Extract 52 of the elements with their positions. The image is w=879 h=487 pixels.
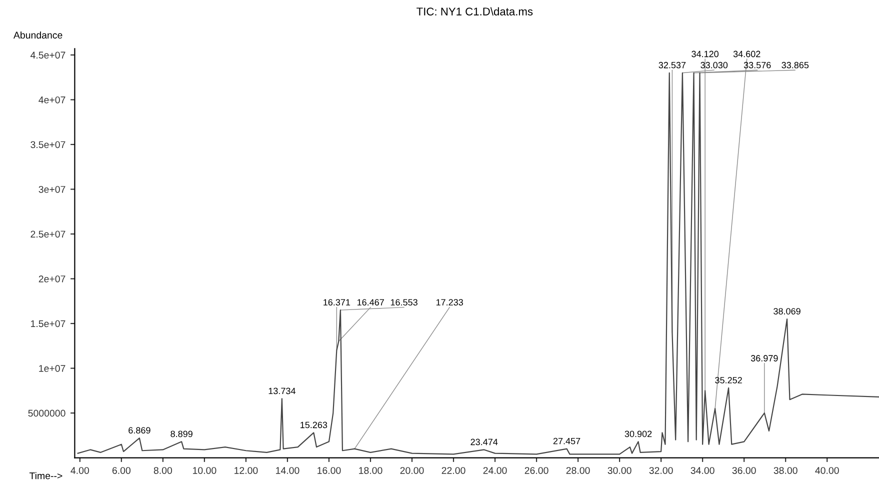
annotation: 38.069 [774,308,800,314]
chart-title: TIC: NY1 C1.D\data.ms [416,7,533,16]
x-tick-label: 34.00 [690,467,714,474]
x-tick-label: 6.00 [112,467,130,474]
y-tick-label: 2.5e+07 [30,230,66,238]
annotation: 23.474 [470,438,498,446]
x-tick-label: 20.00 [400,467,424,474]
annotation: 6.869 [128,427,150,434]
x-tick-label: 28.00 [566,467,590,474]
annotation: 27.457 [553,438,580,444]
annotation: 36.979 [750,355,778,362]
x-tick-label: 40.00 [815,467,839,474]
x-tick-label: 12.00 [234,467,258,474]
x-tick-label: 18.00 [359,467,382,474]
x-tick-label: 8.00 [154,467,172,474]
y-tick-label: 4.5e+07 [30,52,66,59]
x-tick-label: 36.00 [732,467,756,474]
x-tick-label: 38.00 [774,467,798,474]
y-tick-label: 4e+07 [38,96,66,104]
annotation: 33.030 [700,62,728,68]
x-tick-label: 4.00 [70,467,89,474]
y-tick-label: 3e+07 [38,186,66,193]
x-tick-label: 24.00 [483,467,507,474]
annotation: 30.902 [624,430,652,438]
x-tick-label: 26.00 [524,467,548,474]
annotation: 34.120 [692,50,719,58]
annotation: 32.537 [658,62,686,68]
annotation: 15.263 [300,422,328,428]
y-tick-label: 3.5e+07 [30,141,66,148]
y-tick-label: 2e+07 [38,275,66,282]
x-tick-label: 16.00 [318,467,341,474]
y-tick-label: 1e+07 [39,365,66,372]
x-axis-title: Time--> [29,472,62,480]
x-tick-label: 22.00 [442,467,466,474]
annotation: 33.576 [744,62,771,68]
x-tick-label: 14.00 [276,467,300,474]
x-tick-label: 32.00 [649,467,673,474]
line-series [77,72,879,455]
x-tick-label: 10.00 [193,467,216,474]
y-axis-title: Abundance [13,31,62,39]
annotation: 35.252 [715,377,742,384]
annotation: 33.865 [782,62,809,68]
annotation: 34.602 [733,50,760,58]
annotation: 8.899 [170,430,192,438]
annotation: 16.371 [324,299,350,306]
annotation: 13.734 [268,388,296,394]
annotation: 17.233 [436,299,463,306]
annotation: 16.553 [390,299,418,306]
y-tick-label: 5000000 [28,410,66,417]
annotation: 16.467 [357,299,384,306]
x-tick-label: 30.00 [608,467,632,474]
y-tick-label: 1.5e+07 [31,320,66,328]
